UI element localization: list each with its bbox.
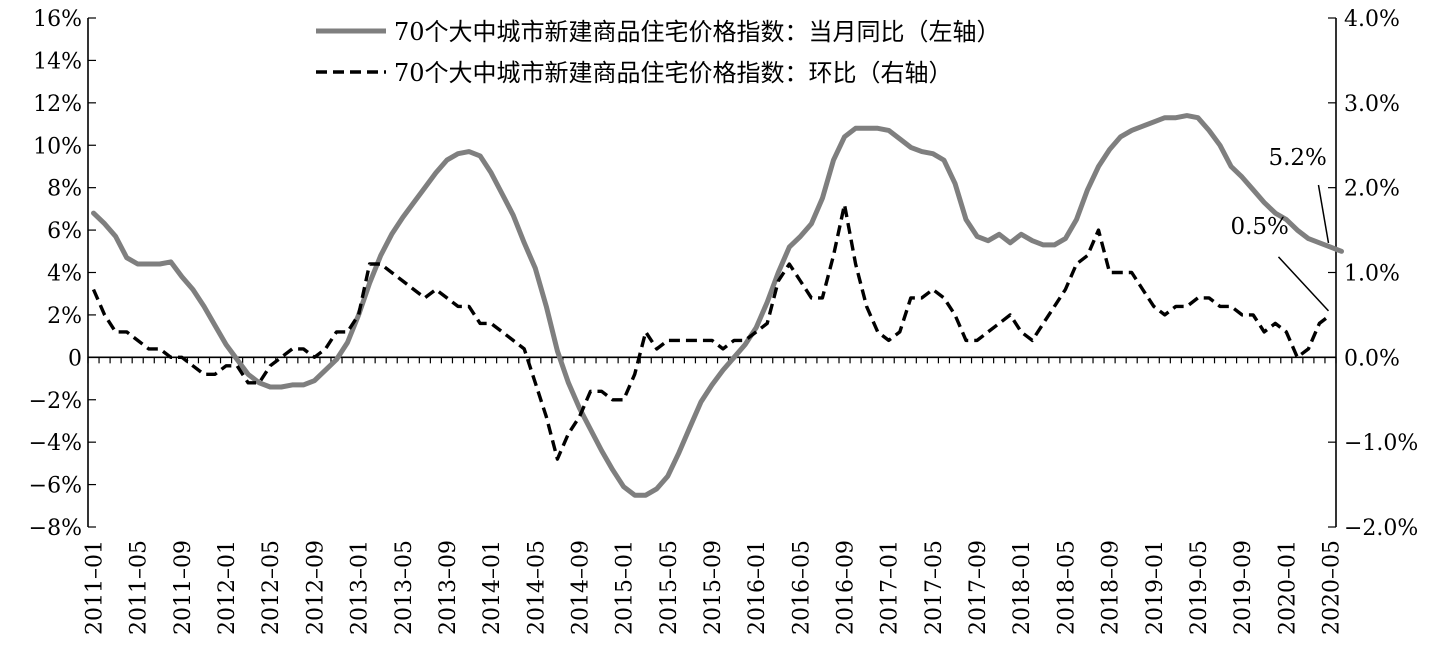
left-tick-label: 4% xyxy=(47,262,82,287)
x-tick-label: 2012–05 xyxy=(259,540,284,635)
left-tick-label: −6% xyxy=(29,474,82,499)
plot-area: −8%−6%−4%−2%02%4%6%8%10%12%14%16% −2.0%−… xyxy=(29,7,1419,635)
legend: 70个大中城市新建商品住宅价格指数：当月同比（左轴） 70个大中城市新建商品住宅… xyxy=(316,18,1001,87)
x-tick-label: 2011–09 xyxy=(171,540,196,635)
right-axis-ticks: −2.0% −1.0% 0.0% 1.0% 2.0% 3.0% 4.0% xyxy=(1328,7,1418,541)
x-tick-label: 2016–09 xyxy=(834,540,859,635)
x-tick-label: 2012–09 xyxy=(303,540,328,635)
x-axis-ticks: 2011–01 2011–05 2011–09 2012–01 2012–05 2012–… xyxy=(83,357,1344,635)
left-tick-label: −2% xyxy=(29,389,82,414)
right-tick-label: 3.0% xyxy=(1344,92,1400,117)
x-tick-label: 2014–01 xyxy=(480,540,505,635)
x-tick-label: 2012–01 xyxy=(215,540,240,635)
left-tick-label: 6% xyxy=(47,219,82,244)
left-tick-label: 12% xyxy=(33,92,82,117)
left-tick-label: −4% xyxy=(29,431,82,456)
right-tick-label: 2.0% xyxy=(1344,177,1400,202)
right-tick-label: 1.0% xyxy=(1344,262,1400,287)
legend-label-yoy: 70个大中城市新建商品住宅价格指数：当月同比（左轴） xyxy=(394,18,1001,46)
x-tick-label: 2013–09 xyxy=(436,540,461,635)
x-tick-label: 2014–05 xyxy=(524,540,549,635)
x-tick-label: 2018–09 xyxy=(1099,540,1124,635)
right-tick-label: 4.0% xyxy=(1344,7,1400,32)
x-tick-label: 2015–09 xyxy=(701,540,726,635)
series-line-yoy xyxy=(91,113,1344,498)
x-tick-label: 2015–01 xyxy=(613,540,638,635)
x-tick-label: 2017–01 xyxy=(878,540,903,635)
x-tick-label: 2011–01 xyxy=(83,540,108,635)
left-tick-label: 14% xyxy=(33,49,82,74)
x-tick-label: 2016–01 xyxy=(745,540,770,635)
right-tick-label: −2.0% xyxy=(1344,516,1418,541)
left-axis-ticks: −8% −6% −4% −2% 0 2% 4% 6% 8% 10% 12% 14% 16% xyxy=(29,7,96,541)
x-tick-label: 2019–01 xyxy=(1143,540,1168,635)
x-tick-label: 2014–09 xyxy=(568,540,593,635)
x-tick-label: 2017–05 xyxy=(922,540,947,635)
x-tick-label: 2019–09 xyxy=(1231,540,1256,635)
x-tick-label: 2019–05 xyxy=(1187,540,1212,635)
right-tick-label: −1.0% xyxy=(1344,431,1418,456)
annotation-layer: 5.2% 0.5% xyxy=(1230,145,1330,312)
x-tick-label: 2013–05 xyxy=(392,540,417,635)
annotation-label: 0.5% xyxy=(1230,214,1288,240)
right-tick-label: 0.0% xyxy=(1344,346,1400,371)
series-layer xyxy=(91,113,1344,498)
x-tick-label: 2018–01 xyxy=(1010,540,1035,635)
x-tick-label: 2015–05 xyxy=(657,540,682,635)
x-tick-label: 2017–09 xyxy=(966,540,991,635)
x-tick-label: 2018–05 xyxy=(1054,540,1079,635)
x-tick-label: 2020–05 xyxy=(1319,540,1344,635)
x-tick-label: 2020–01 xyxy=(1275,540,1300,635)
x-tick-label: 2016–05 xyxy=(789,540,814,635)
legend-label-mom: 70个大中城市新建商品住宅价格指数：环比（右轴） xyxy=(394,59,953,87)
annotation-label: 5.2% xyxy=(1268,145,1326,171)
left-tick-label: 16% xyxy=(33,7,82,32)
annotation-leader xyxy=(1277,256,1330,312)
series-line-mom xyxy=(91,202,1332,461)
left-tick-label: 2% xyxy=(47,304,82,329)
x-tick-label: 2011–05 xyxy=(127,540,152,635)
left-tick-label: 8% xyxy=(47,177,82,202)
left-tick-label: 0 xyxy=(68,346,82,371)
annotation-leader xyxy=(1317,184,1330,244)
x-tick-label: 2013–01 xyxy=(348,540,373,635)
left-tick-label: 10% xyxy=(33,134,82,159)
left-tick-label: −8% xyxy=(29,516,82,541)
